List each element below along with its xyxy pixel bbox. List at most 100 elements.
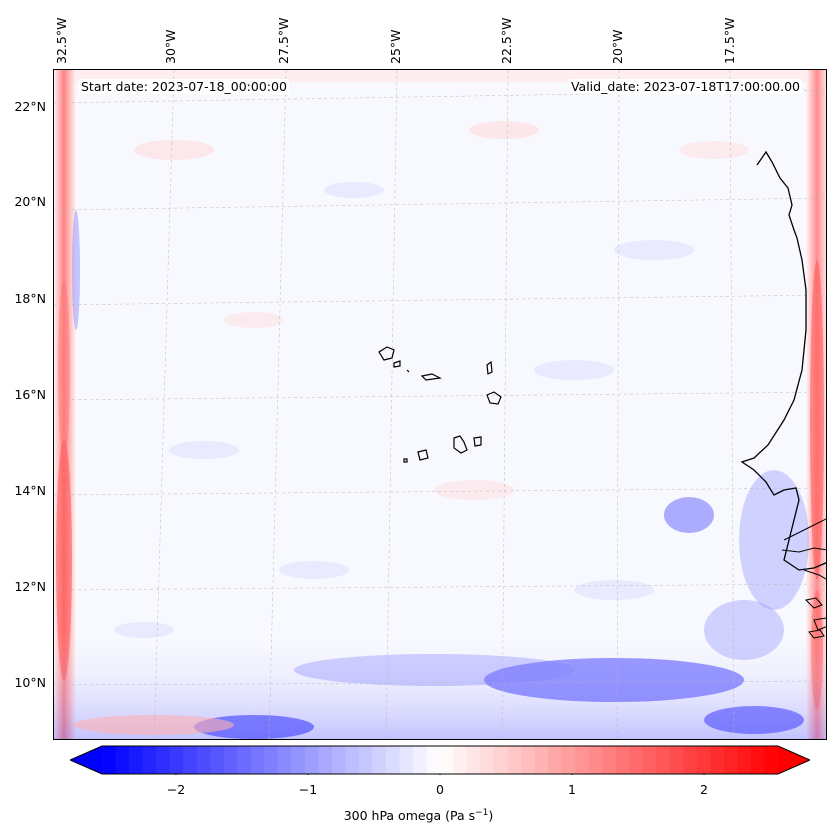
- colorbar-cell: [169, 746, 184, 774]
- coastline-detail-1: [783, 518, 826, 541]
- colorbar-cell: [196, 746, 211, 774]
- blue-blob-east-2: [739, 470, 809, 610]
- lat-label-20n: 20°N: [14, 194, 46, 209]
- colorbar-cell: [764, 746, 779, 774]
- right-band-core: [810, 260, 824, 580]
- lon-label-30w: 30°W: [163, 29, 178, 64]
- colorbar-cell: [223, 746, 238, 774]
- colorbar-cell: [102, 746, 117, 774]
- colorbar-cell: [440, 746, 455, 774]
- colorbar-label-suffix: ): [488, 808, 494, 824]
- blue-blob-east-3: [704, 600, 784, 660]
- colorbar-cell: [723, 746, 739, 774]
- omega-field-map: [54, 70, 826, 739]
- colorbar-cell: [331, 746, 346, 774]
- colorbar-cell: [412, 746, 428, 774]
- lon-label-27-5w: 27.5°W: [276, 17, 291, 64]
- valid-date-label: Valid_date: 2023-07-18T17:00:00.00: [568, 79, 802, 94]
- colorbar-cell: [142, 746, 157, 774]
- colorbar-cell: [750, 746, 766, 774]
- colorbar-cell: [494, 746, 509, 774]
- colorbar-cell: [291, 746, 306, 774]
- field-background: [54, 70, 826, 739]
- colorbar-cell: [250, 746, 265, 774]
- colorbar-cell: [480, 746, 495, 774]
- colorbar-cell: [358, 746, 373, 774]
- lat-label-10n: 10°N: [14, 675, 46, 690]
- colorbar-cell: [399, 746, 414, 774]
- colorbar-cell: [345, 746, 360, 774]
- colorbar-cell: [304, 746, 319, 774]
- map-panel: [53, 69, 827, 740]
- blue-blob-east-1: [664, 497, 714, 533]
- colorbar-cell: [710, 746, 725, 774]
- africa-coastline: [740, 150, 826, 571]
- colorbar-cell: [683, 746, 698, 774]
- colorbar-cell: [669, 746, 684, 774]
- colorbar-cell: [615, 746, 630, 774]
- cape-verde-islands: [378, 346, 502, 463]
- colorbar-max-extend: [778, 746, 810, 774]
- colorbar-cell: [602, 746, 617, 774]
- start-date-label: Start date: 2023-07-18_00:00:00: [79, 79, 289, 94]
- blue-blob-south-1: [484, 658, 744, 702]
- colorbar-cell: [642, 746, 657, 774]
- colorbar-label: 300 hPa omega (Pa s−1): [0, 808, 837, 823]
- colorbar-cell: [575, 746, 590, 774]
- colorbar-cell: [318, 746, 333, 774]
- colorbar-cell: [548, 746, 563, 774]
- colorbar-cell: [507, 746, 522, 774]
- colorbar-cell: [372, 746, 387, 774]
- lon-label-17-5w: 17.5°W: [722, 17, 737, 64]
- colorbar-tick-1: 1: [568, 782, 576, 797]
- colorbar-cell: [183, 746, 198, 774]
- left-band-core: [56, 440, 72, 680]
- colorbar-cell: [426, 746, 441, 774]
- lat-label-22n: 22°N: [14, 99, 46, 114]
- lon-label-32-5w: 32.5°W: [54, 17, 69, 64]
- lat-label-18n: 18°N: [14, 291, 46, 306]
- colorbar-cell: [588, 746, 603, 774]
- colorbar-tick-marks: [175, 774, 705, 775]
- colorbar-label-exponent: −1: [475, 808, 489, 818]
- colorbar-cell: [277, 746, 292, 774]
- lon-label-25w: 25°W: [388, 29, 403, 64]
- colorbar-label-prefix: 300 hPa omega (Pa s: [343, 808, 476, 824]
- blue-blob-south-4: [294, 654, 574, 686]
- colorbar-cell: [385, 746, 401, 774]
- colorbar-tick-neg2: −2: [166, 782, 186, 797]
- colorbar-min-extend: [70, 746, 102, 774]
- colorbar-cell: [129, 746, 144, 774]
- colorbar-cells: [102, 746, 779, 774]
- colorbar-cell: [521, 746, 536, 774]
- colorbar-cell: [210, 746, 225, 774]
- lat-label-12n: 12°N: [14, 579, 46, 594]
- colorbar-cell: [453, 746, 468, 774]
- colorbar-cell: [156, 746, 171, 774]
- red-blob-south: [74, 715, 234, 735]
- coastline-detail-2: [781, 547, 826, 553]
- colorbar-tick-0: 0: [436, 782, 444, 797]
- lon-label-22-5w: 22.5°W: [499, 17, 514, 64]
- graticule: [54, 70, 826, 739]
- colorbar-cell: [629, 746, 644, 774]
- colorbar-cell: [561, 746, 576, 774]
- lat-label-16n: 16°N: [14, 387, 46, 402]
- colorbar-cell: [696, 746, 711, 774]
- colorbar-cell: [737, 746, 752, 774]
- colorbar-tick-2: 2: [700, 782, 708, 797]
- colorbar-tick-neg1: −1: [298, 782, 318, 797]
- left-band-upper: [58, 280, 70, 460]
- colorbar-cell: [115, 746, 130, 774]
- colorbar-cell: [467, 746, 482, 774]
- lon-label-20w: 20°W: [610, 29, 625, 64]
- colorbar-cell: [264, 746, 279, 774]
- colorbar-outline: [70, 745, 810, 775]
- colorbar: [70, 745, 810, 775]
- field-texture: [114, 121, 749, 638]
- colorbar-cell: [656, 746, 671, 774]
- left-band-blue: [72, 210, 80, 330]
- bijagos-islands: [804, 597, 826, 639]
- colorbar-cell: [237, 746, 252, 774]
- coastline-detail-3: [803, 569, 826, 580]
